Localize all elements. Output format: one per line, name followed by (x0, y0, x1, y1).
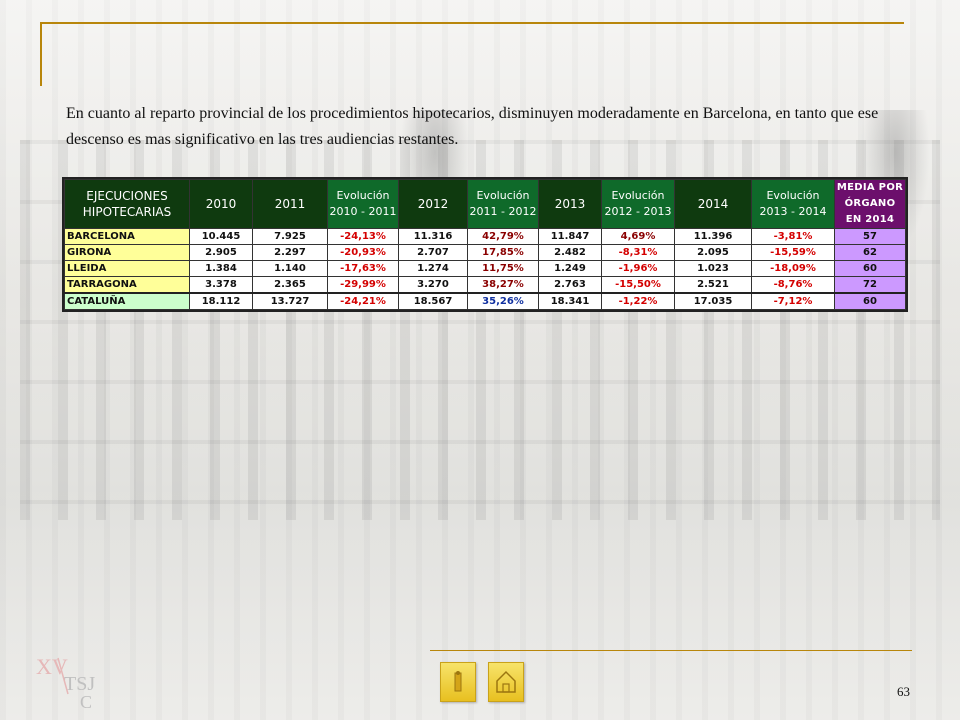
value-2010: 2.905 (189, 244, 253, 261)
evolution-2012-2013: -1,22% (601, 292, 675, 310)
evolution-2010-2011: -24,13% (327, 228, 399, 245)
value-2010: 10.445 (189, 228, 253, 245)
table-row-total: CATALUÑA 18.112 13.727 -24,21% 18.567 35… (64, 292, 906, 310)
evolution-2010-2011: -24,21% (327, 292, 399, 310)
info-icon (454, 671, 462, 692)
frame-top-line (40, 22, 904, 24)
frame-bottom-line (430, 650, 912, 651)
evolution-2012-2013: -8,31% (601, 244, 675, 261)
value-2013: 2.763 (538, 276, 602, 294)
evolution-2011-2012: 42,79% (467, 228, 539, 245)
value-2011: 2.297 (252, 244, 328, 261)
intro-paragraph: En cuanto al reparto provincial de los p… (66, 105, 879, 148)
media-por-organo: 60 (834, 260, 906, 277)
value-2012: 2.707 (398, 244, 468, 261)
province-name: LLEIDA (64, 260, 190, 277)
evolution-2010-2011: -17,63% (327, 260, 399, 277)
header-evolution-2010-2011: Evolución 2010 - 2011 (327, 179, 399, 229)
province-name: CATALUÑA (64, 292, 190, 310)
header-2014: 2014 (674, 179, 752, 229)
header-2013: 2013 (538, 179, 602, 229)
media-por-organo: 62 (834, 244, 906, 261)
logo-letter: C (80, 692, 92, 710)
value-2011: 2.365 (252, 276, 328, 294)
value-2010: 18.112 (189, 292, 253, 310)
media-por-organo: 72 (834, 276, 906, 294)
header-2010: 2010 (189, 179, 253, 229)
evolution-2010-2011: -29,99% (327, 276, 399, 294)
value-2014: 17.035 (674, 292, 752, 310)
value-2013: 1.249 (538, 260, 602, 277)
value-2010: 3.378 (189, 276, 253, 294)
evolution-2013-2014: -3,81% (751, 228, 835, 245)
province-name: TARRAGONA (64, 276, 190, 294)
header-evolution-2012-2013: Evolución 2012 - 2013 (601, 179, 675, 229)
evolution-2012-2013: -15,50% (601, 276, 675, 294)
evolution-2011-2012: 35,26% (467, 292, 539, 310)
evolution-2011-2012: 11,75% (467, 260, 539, 277)
evolution-2013-2014: -15,59% (751, 244, 835, 261)
value-2012: 3.270 (398, 276, 468, 294)
header-label: EJECUCIONES HIPOTECARIAS (64, 179, 190, 229)
evolution-2012-2013: 4,69% (601, 228, 675, 245)
media-por-organo: 57 (834, 228, 906, 245)
header-2011: 2011 (252, 179, 328, 229)
value-2012: 11.316 (398, 228, 468, 245)
evolution-2011-2012: 17,85% (467, 244, 539, 261)
evolution-2013-2014: -18,09% (751, 260, 835, 277)
value-2014: 2.521 (674, 276, 752, 294)
value-2013: 2.482 (538, 244, 602, 261)
logo-brand: TSJ (64, 673, 95, 695)
header-media-por-organo: MEDIA POR ÓRGANO EN 2014 (834, 179, 906, 229)
value-2013: 11.847 (538, 228, 602, 245)
table-row: GIRONA 2.905 2.297 -20,93% 2.707 17,85% … (64, 244, 906, 261)
tsjc-logo: XV TSJ C (34, 650, 104, 712)
province-name: BARCELONA (64, 228, 190, 245)
value-2011: 13.727 (252, 292, 328, 310)
header-evolution-2013-2014: Evolución 2013 - 2014 (751, 179, 835, 229)
value-2012: 1.274 (398, 260, 468, 277)
page-number: 63 (897, 684, 910, 699)
value-2010: 1.384 (189, 260, 253, 277)
value-2014: 11.396 (674, 228, 752, 245)
frame-left-line (40, 22, 42, 86)
table-row: LLEIDA 1.384 1.140 -17,63% 1.274 11,75% … (64, 260, 906, 277)
value-2012: 18.567 (398, 292, 468, 310)
evolution-2013-2014: -7,12% (751, 292, 835, 310)
home-icon (496, 670, 516, 693)
evolution-2012-2013: -1,96% (601, 260, 675, 277)
evolution-2011-2012: 38,27% (467, 276, 539, 294)
mortgage-executions-table: EJECUCIONES HIPOTECARIAS 2010 2011 Evolu… (62, 177, 908, 312)
value-2014: 1.023 (674, 260, 752, 277)
value-2014: 2.095 (674, 244, 752, 261)
home-button[interactable] (488, 662, 524, 702)
header-evolution-2011-2012: Evolución 2011 - 2012 (467, 179, 539, 229)
value-2013: 18.341 (538, 292, 602, 310)
value-2011: 1.140 (252, 260, 328, 277)
evolution-2010-2011: -20,93% (327, 244, 399, 261)
table-header-row: EJECUCIONES HIPOTECARIAS 2010 2011 Evolu… (64, 179, 906, 229)
header-2012: 2012 (398, 179, 468, 229)
table-row: BARCELONA 10.445 7.925 -24,13% 11.316 42… (64, 228, 906, 245)
evolution-2013-2014: -8,76% (751, 276, 835, 294)
info-button[interactable] (440, 662, 476, 702)
province-name: GIRONA (64, 244, 190, 261)
media-por-organo: 60 (834, 292, 906, 310)
value-2011: 7.925 (252, 228, 328, 245)
table-row: TARRAGONA 3.378 2.365 -29,99% 3.270 38,2… (64, 276, 906, 294)
